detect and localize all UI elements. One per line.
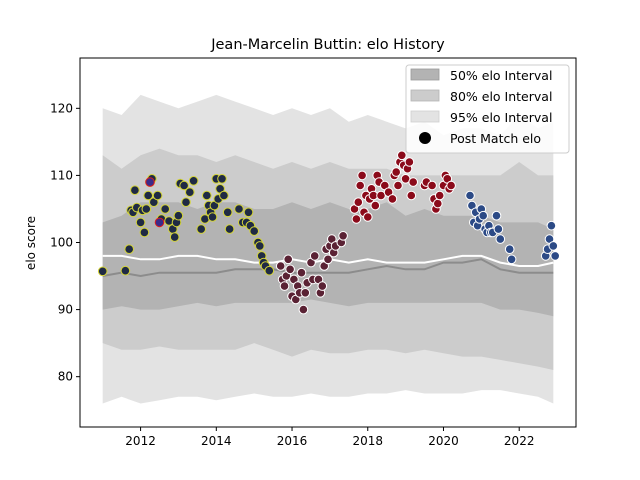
data-point-0-22 [173,210,184,221]
data-point-4-0 [145,177,155,187]
data-point-3-7 [478,210,489,221]
x-tick-label: 2014 [201,434,232,448]
data-point-0-26 [185,187,195,197]
data-point-0-20 [169,232,180,242]
y-axis-label: elo score [24,216,38,270]
data-point-0-38 [217,174,227,184]
data-point-2-20 [393,180,403,191]
legend-box [405,64,570,154]
y-tick-label: 90 [58,303,73,317]
data-point-0-0 [97,266,108,277]
data-point-0-39 [219,190,229,201]
data-point-0-41 [224,224,235,234]
legend-swatch-95 [410,110,440,123]
data-point-0-1 [120,265,131,276]
band-lower-line [102,258,554,278]
data-point-3-16 [504,244,515,254]
x-tick-label: 2012 [125,434,156,448]
data-point-0-5 [130,185,140,195]
data-point-0-45 [243,207,254,218]
data-point-3-23 [550,251,561,261]
data-point-0-28 [196,224,206,234]
data-point-2-27 [406,190,417,201]
legend-swatch-80 [410,89,440,102]
data-point-2-26 [404,157,415,167]
legend-label-50: 50% elo Interval [450,68,552,83]
data-point-1-23 [323,254,333,265]
data-point-0-9 [139,227,150,238]
data-point-1-12 [298,304,309,315]
y-tick-label: 100 [50,236,73,250]
x-axis-ticks: 2012 2014 2016 2018 2020 2022 [125,427,534,448]
data-point-4-1 [154,217,165,228]
data-point-2-22 [397,150,407,161]
legend-label-80: 80% elo Interval [450,89,552,104]
legend-label-post-match: Post Match elo [450,131,541,146]
plot-frame [79,57,577,428]
data-point-2-17 [387,194,398,204]
data-point-2-7 [363,212,373,222]
data-point-0-33 [207,212,218,222]
data-point-0-27 [188,176,199,186]
y-tick-label: 80 [58,370,73,384]
chart-title: Jean-Marcelin Buttin: elo History [210,37,445,53]
data-point-0-2 [124,244,134,254]
data-point-2-4 [357,170,367,181]
data-point-1-17 [309,251,320,261]
data-point-0-17 [160,204,170,214]
data-point-0-49 [254,241,265,251]
data-point-0-24 [179,180,189,191]
data-point-0-10 [141,204,152,214]
legend-marker-post-match [419,132,431,144]
data-point-2-34 [433,198,443,209]
y-axis-ticks: 80 90 100 110 120 [50,101,80,384]
data-point-3-21 [546,220,557,231]
data-point-2-3 [355,180,366,191]
data-point-1-5 [285,264,295,275]
y-tick-label: 120 [50,101,73,115]
data-point-0-15 [152,190,163,201]
data-point-0-53 [264,265,275,276]
data-point-2-28 [408,177,419,187]
data-point-1-4 [283,254,294,265]
data-point-0-30 [202,190,212,201]
data-point-1-2 [279,281,290,291]
data-point-2-1 [351,214,362,224]
data-point-3-0 [465,190,475,201]
data-point-1-13 [300,288,311,298]
data-point-2-40 [446,180,456,191]
data-point-0-7 [135,217,146,228]
post-match-points [97,150,561,315]
x-tick-label: 2020 [428,434,459,448]
x-tick-label: 2018 [352,434,383,448]
data-point-1-11 [296,267,307,278]
data-point-2-19 [391,167,402,177]
data-point-3-13 [491,210,502,221]
y-tick-label: 110 [50,168,73,182]
data-point-3-22 [548,241,559,251]
x-tick-label: 2022 [504,434,535,448]
data-point-0-47 [249,226,259,236]
data-point-0-25 [181,197,191,207]
data-point-3-17 [506,254,517,265]
data-point-2-11 [370,200,381,211]
legend-swatch-50 [410,68,440,81]
data-point-1-0 [275,261,286,271]
legend: 50% elo Interval 80% elo Interval 95% el… [405,64,570,154]
data-point-2-31 [427,180,437,191]
data-point-2-35 [434,190,445,201]
data-point-1-20 [317,281,328,291]
legend-label-95: 95% elo Interval [450,110,552,125]
data-point-0-11 [143,190,153,201]
data-point-1-29 [338,231,348,241]
data-point-0-40 [222,207,233,218]
data-point-0-42 [234,204,244,214]
data-point-2-2 [353,197,364,207]
data-point-3-14 [493,224,504,234]
x-tick-label: 2016 [277,434,308,448]
data-point-3-15 [495,234,506,244]
